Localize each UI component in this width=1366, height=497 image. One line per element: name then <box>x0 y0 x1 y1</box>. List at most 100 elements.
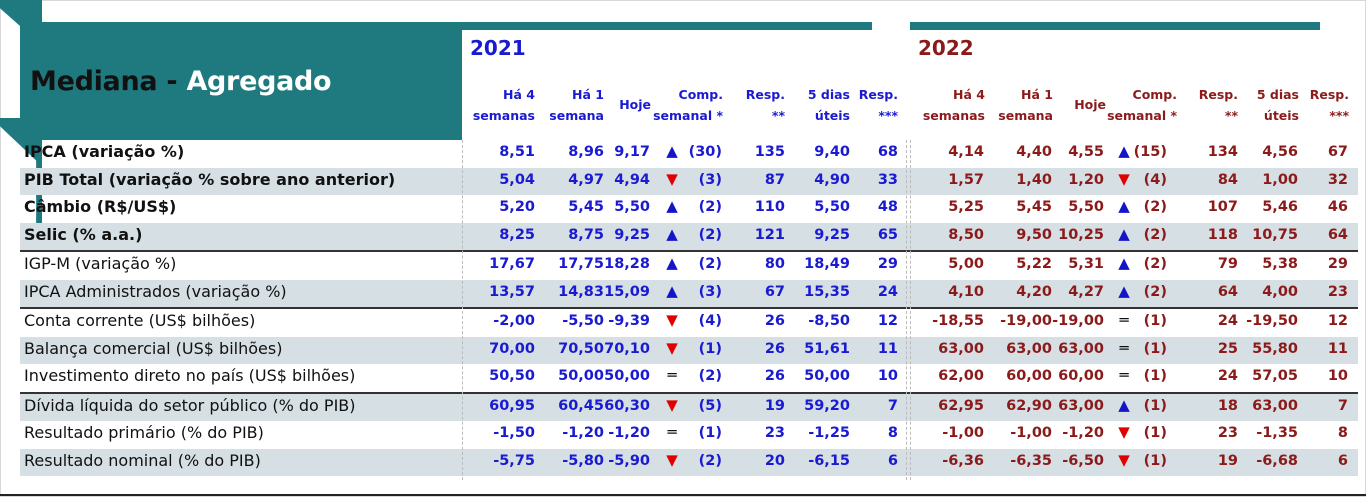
arrow-up-icon: ▲ <box>1118 254 1130 272</box>
row-label: Balança comercial (US$ bilhões) <box>24 338 283 358</box>
table-cell: 8,96 <box>568 144 604 160</box>
table-cell: -1,20 <box>1062 425 1104 441</box>
table-cell: -1,20 <box>562 425 604 441</box>
column-header-line2: *** <box>878 108 898 123</box>
table-cell: 15,09 <box>604 283 650 300</box>
table-cell: 4,20 <box>1016 283 1052 300</box>
table-cell: 87 <box>764 171 785 188</box>
table-cell: 63,00 <box>1058 340 1104 357</box>
table-cell: 5,00 <box>948 256 984 272</box>
table-cell: 5,45 <box>568 199 604 215</box>
arrow-up-icon: ▲ <box>1118 281 1130 300</box>
table-cell: 5,50 <box>814 199 850 215</box>
arrow-up-icon: ▲ <box>666 281 678 300</box>
column-header-line2: semana <box>998 108 1053 123</box>
column-header-line1: Resp. <box>858 87 898 102</box>
table-cell: 4,90 <box>814 171 850 188</box>
table-row: PIB Total (variação % sobre ano anterior… <box>20 167 1358 195</box>
table-cell: 8 <box>1337 425 1348 441</box>
table-cell: 4,00 <box>1262 283 1298 300</box>
column-header-line1: 5 dias <box>807 87 850 102</box>
row-label: Dívida líquida do setor público (% do PI… <box>24 395 356 415</box>
table-cell: 64 <box>1217 283 1238 300</box>
table-cell: 50,00 <box>804 368 850 384</box>
arrow-up-icon: ▲ <box>1118 395 1130 414</box>
arrow-up-icon: ▲ <box>666 197 678 215</box>
table-cell: -1,20 <box>608 425 650 441</box>
row-label: Resultado nominal (% do PIB) <box>24 450 261 470</box>
table-cell: 25 <box>1217 340 1238 357</box>
table-cell: 4,27 <box>1068 283 1104 300</box>
row-label: Selic (% a.a.) <box>24 224 143 244</box>
table-cell: (2) <box>1143 283 1167 300</box>
table-cell: 5,25 <box>948 199 984 215</box>
table-cell: 50,50 <box>489 368 535 384</box>
table-cell: 60,30 <box>604 397 650 414</box>
column-header-2022-1: Há 1 semana <box>998 84 1053 126</box>
table-cell: 12 <box>1327 313 1348 329</box>
column-header-line1: Resp. <box>1309 87 1349 102</box>
table-cell: 70,00 <box>489 340 535 357</box>
row-label: Câmbio (R$/US$) <box>24 197 177 216</box>
header-band <box>20 22 462 140</box>
table-cell: 46 <box>1327 199 1348 215</box>
column-header-2022-4: Resp. ** <box>1199 84 1238 126</box>
table-cell: -19,00 <box>1000 313 1052 329</box>
table-cell: 5,04 <box>499 171 535 188</box>
table-cell: 23 <box>1217 425 1238 441</box>
table-cell: (3) <box>698 283 722 300</box>
table-cell: 11 <box>877 340 898 357</box>
table-cell: 10,75 <box>1252 226 1298 243</box>
table-cell: 5,20 <box>499 199 535 215</box>
table-cell: 11 <box>1327 340 1348 357</box>
table-row: IPCA Administrados (variação %) 13,57 14,8… <box>20 279 1358 307</box>
table-cell: (5) <box>698 397 722 414</box>
table-cell: 6 <box>1337 452 1348 469</box>
column-header-line1: Há 1 <box>572 87 604 102</box>
table-cell: 10 <box>1327 368 1348 384</box>
column-header-2022-6: Resp. *** <box>1310 84 1349 126</box>
table-cell: (15) <box>1133 144 1167 160</box>
table-cell: (1) <box>1143 313 1167 329</box>
table-cell: 23 <box>1327 283 1348 300</box>
table-cell: -6,35 <box>1010 452 1052 469</box>
table-cell: 5,31 <box>1068 256 1104 272</box>
table-row: Dívida líquida do setor público (% do PI… <box>20 393 1358 421</box>
group-separator <box>20 307 1358 309</box>
table-cell: 9,17 <box>614 144 650 160</box>
column-header-2021-5: 5 dias úteis <box>808 84 850 126</box>
table-cell: 5,38 <box>1262 256 1298 272</box>
table-cell: 4,40 <box>1016 144 1052 160</box>
table-cell: 33 <box>877 171 898 188</box>
column-header-line1: Hoje <box>619 97 651 112</box>
column-header-2021-0: Há 4 semanas <box>473 84 535 126</box>
equal-icon: ═ <box>1119 311 1129 329</box>
column-header-2021-1: Há 1 semana <box>549 84 604 126</box>
table-cell: (3) <box>698 171 722 188</box>
arrow-down-icon: ▼ <box>666 338 678 357</box>
table-cell: (1) <box>1143 397 1167 414</box>
table-cell: -1,00 <box>1010 425 1052 441</box>
table-cell: 10,25 <box>1058 226 1104 243</box>
table-cell: (1) <box>698 340 722 357</box>
table-cell: 1,00 <box>1262 171 1298 188</box>
table-cell: (1) <box>1143 452 1167 469</box>
table-row: Investimento direto no país (US$ bilhões… <box>20 364 1358 392</box>
table-cell: -5,90 <box>608 452 650 469</box>
table-row: Câmbio (R$/US$) 5,20 5,45 5,50 ▲ (2) 110 5,50 48… <box>20 195 1358 223</box>
table-cell: (2) <box>1143 199 1167 215</box>
table-cell: 26 <box>764 340 785 357</box>
table-cell: 19 <box>764 397 785 414</box>
arrow-up-icon: ▲ <box>666 224 678 243</box>
table-cell: 26 <box>764 368 785 384</box>
table-row: Selic (% a.a.) 8,25 8,75 9,25 ▲ (2) 121 9,25 65 8… <box>20 222 1358 250</box>
table-cell: (1) <box>698 425 722 441</box>
arrow-down-icon: ▼ <box>666 311 678 329</box>
table-cell: 9,40 <box>814 144 850 160</box>
table-cell: 60,00 <box>1058 368 1104 384</box>
column-header-2022-5: 5 dias úteis <box>1257 84 1299 126</box>
table-cell: -8,50 <box>808 313 850 329</box>
table-cell: -6,50 <box>1062 452 1104 469</box>
table-cell: 59,20 <box>804 397 850 414</box>
table-cell: 24 <box>877 283 898 300</box>
